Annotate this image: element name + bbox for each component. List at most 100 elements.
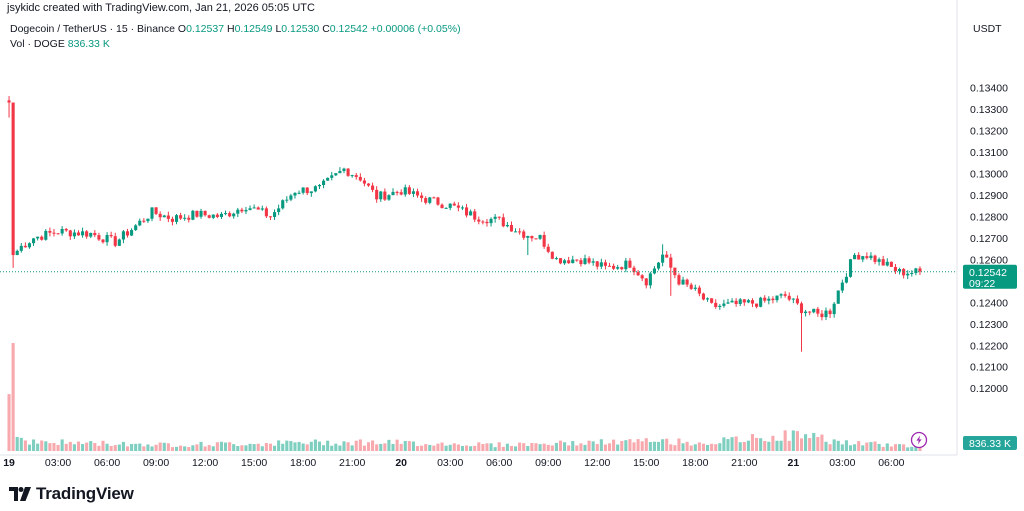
candle-body (652, 268, 656, 274)
candle-body (281, 200, 285, 209)
candle-body (97, 235, 101, 240)
volume-bar (742, 441, 746, 451)
candle-body (362, 180, 366, 184)
candle-body (424, 198, 428, 203)
candle-body (264, 208, 268, 217)
time-tick-label: 12:00 (192, 457, 218, 469)
candle-body (734, 300, 738, 305)
candle-body (538, 235, 542, 239)
volume-bar (636, 439, 640, 451)
time-tick-label: 15:00 (241, 457, 267, 469)
volume-bar (105, 443, 109, 451)
candle-body (624, 260, 628, 270)
close-label: C (322, 23, 330, 35)
volume-bar (236, 446, 240, 451)
candle-body (72, 232, 76, 237)
candle-body (693, 287, 697, 289)
candle-body (358, 176, 362, 181)
volume-bar (648, 441, 652, 451)
candle-body (783, 294, 787, 296)
last-volume-value: 836.33 K (969, 438, 1011, 450)
candle-body (456, 205, 460, 208)
candle-body (477, 219, 481, 222)
volume-bar (125, 446, 130, 451)
volume-bar (591, 441, 595, 451)
volume-bar (411, 441, 415, 451)
lightning-bolt-icon[interactable] (910, 431, 928, 449)
volume-bar (154, 444, 158, 451)
volume-bar (828, 444, 832, 451)
price-tick-label: 0.12600 (970, 254, 1008, 266)
volume-bar (889, 446, 893, 451)
volume-bar (812, 432, 816, 451)
volume-bar (575, 445, 579, 451)
tradingview-brand[interactable]: TradingView (9, 484, 134, 504)
candle-body (113, 236, 117, 246)
volume-bar (677, 438, 681, 451)
volume-bar (436, 443, 440, 451)
volume-bar (538, 444, 542, 451)
volume-bar (150, 446, 154, 451)
candle-body (48, 230, 52, 233)
candle-body (117, 239, 121, 246)
candle-body (722, 303, 726, 306)
currency-label[interactable]: USDT (973, 23, 1002, 35)
volume-bar (632, 442, 636, 451)
volume-bar (755, 437, 759, 451)
ohlc-row: Dogecoin / TetherUS · 15 · Binance O0.12… (10, 23, 461, 35)
high-value: 0.12549 (234, 23, 273, 35)
volume-bar (199, 441, 203, 451)
volume-bar (138, 443, 142, 451)
volume-bar (81, 444, 85, 451)
candle-body (64, 228, 68, 231)
candle-body (914, 268, 918, 274)
candle-body (448, 203, 452, 208)
volume-value: 836.33 K (67, 38, 110, 50)
volume-bar (252, 444, 256, 451)
candle-body (546, 246, 550, 252)
volume-bar (134, 443, 138, 451)
time-tick-label: 06:00 (486, 457, 512, 469)
volume-bar (583, 444, 587, 451)
volume-bar (109, 445, 113, 451)
volume-bar (93, 443, 97, 451)
candle-body (40, 236, 44, 240)
candle-body (493, 216, 497, 219)
symbol-label[interactable]: Dogecoin / TetherUS · 15 · Binance (10, 23, 175, 35)
volume-bar (326, 440, 330, 451)
volume-bar (264, 442, 268, 451)
volume-bar (444, 445, 448, 451)
candle-body (130, 230, 134, 236)
candle-body (187, 217, 191, 220)
volume-bar (493, 447, 497, 451)
volume-bar (505, 443, 509, 451)
candle-body (550, 251, 554, 259)
volume-bar (85, 442, 89, 451)
volume-bar (746, 440, 750, 451)
volume-bar (473, 445, 477, 451)
volume-bar (893, 444, 898, 451)
volume-bar (628, 439, 632, 451)
candle-body (889, 261, 893, 267)
volume-bar (804, 434, 808, 451)
volume-bar (187, 447, 191, 451)
volume-bar (734, 436, 738, 451)
candle-body (665, 254, 669, 258)
candle-body (591, 261, 595, 263)
volume-bar (440, 442, 444, 451)
candle-body (121, 231, 125, 240)
time-tick-label: 03:00 (45, 457, 71, 469)
candle-body (808, 311, 812, 313)
volume-bar (783, 430, 787, 451)
chart-legend: Dogecoin / TetherUS · 15 · Binance O0.12… (10, 23, 461, 50)
candle-body (436, 197, 440, 205)
candle-body (820, 313, 824, 318)
candle-body (203, 210, 207, 216)
candle-body (575, 259, 579, 261)
volume-bar (195, 444, 199, 451)
volume-bar (644, 438, 648, 451)
volume-bar (526, 445, 530, 451)
candle-body (56, 233, 60, 235)
volume-bar (346, 442, 350, 451)
